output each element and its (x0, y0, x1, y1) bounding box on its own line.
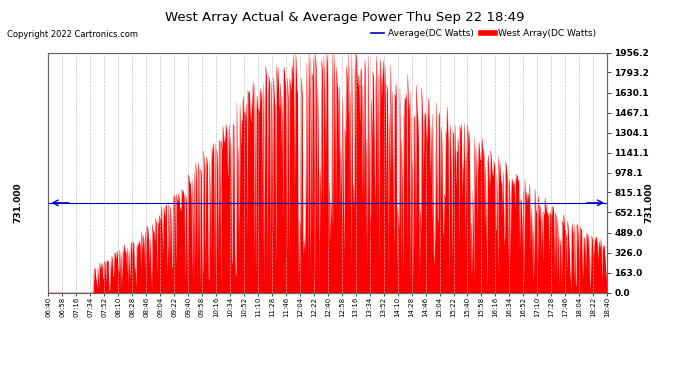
Text: 731.000: 731.000 (644, 183, 653, 223)
Text: West Array Actual & Average Power Thu Sep 22 18:49: West Array Actual & Average Power Thu Se… (165, 11, 525, 24)
Text: 731.000: 731.000 (13, 183, 22, 223)
Text: Copyright 2022 Cartronics.com: Copyright 2022 Cartronics.com (7, 30, 138, 39)
Legend: Average(DC Watts), West Array(DC Watts): Average(DC Watts), West Array(DC Watts) (367, 26, 600, 42)
